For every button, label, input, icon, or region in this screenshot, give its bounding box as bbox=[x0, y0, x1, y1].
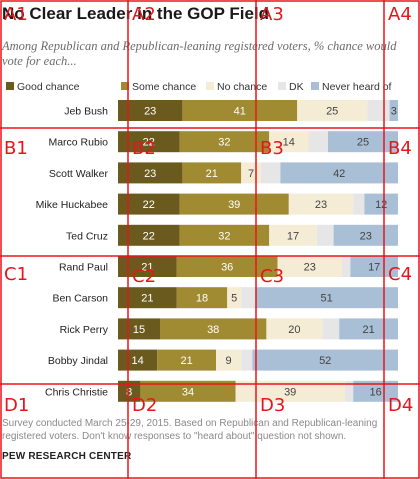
stacked-bar-chart: Jeb Bush 23 41 25 3 Marco Rubio 22 32 14 25 Scott … bbox=[36, 100, 398, 402]
data-label-ben-carson-good-chance: 21 bbox=[141, 293, 153, 305]
data-label-jeb-bush-good-chance: 23 bbox=[144, 106, 156, 118]
legend-item-never-heard-of: Never heard of bbox=[311, 81, 391, 93]
legend-swatch-good-chance bbox=[6, 82, 14, 90]
data-label-scott-walker-some-chance: 21 bbox=[206, 168, 218, 180]
data-label-bobby-jindal-good-chance: 14 bbox=[131, 355, 143, 367]
bar-scott-walker-dk bbox=[260, 162, 281, 184]
category-label-ben-carson: Ben Carson bbox=[53, 293, 109, 305]
data-label-chris-christie-never-heard-of: 16 bbox=[369, 386, 381, 398]
data-label-rick-perry-never-heard-of: 21 bbox=[362, 324, 374, 336]
data-label-ted-cruz-no-chance: 17 bbox=[287, 230, 299, 242]
data-label-mike-huckabee-no-chance: 23 bbox=[315, 199, 327, 211]
legend-item-good-chance: Good chance bbox=[6, 81, 79, 93]
legend-swatch-dk bbox=[278, 82, 286, 90]
data-label-ben-carson-no-chance: 5 bbox=[231, 293, 237, 305]
legend-item-some-chance: Some chance bbox=[121, 81, 196, 93]
legend-label-dk: DK bbox=[289, 81, 304, 93]
data-label-bobby-jindal-some-chance: 21 bbox=[180, 355, 192, 367]
data-label-ted-cruz-never-heard-of: 23 bbox=[360, 230, 372, 242]
chart-subtitle: Among Republican and Republican-leaning … bbox=[2, 39, 397, 68]
legend-label-never-heard-of: Never heard of bbox=[322, 81, 392, 93]
chart-title: No Clear Leader in the GOP Field bbox=[2, 4, 270, 23]
bar-mike-huckabee-dk bbox=[353, 193, 365, 215]
data-label-marco-rubio-no-chance: 14 bbox=[283, 137, 295, 149]
data-label-marco-rubio-never-heard-of: 25 bbox=[357, 137, 369, 149]
data-label-mike-huckabee-some-chance: 39 bbox=[228, 199, 240, 211]
data-label-rand-paul-never-heard-of: 17 bbox=[368, 262, 380, 274]
data-label-ted-cruz-some-chance: 32 bbox=[218, 230, 230, 242]
data-label-scott-walker-no-chance: 7 bbox=[248, 168, 254, 180]
data-label-chris-christie-no-chance: 39 bbox=[284, 386, 296, 398]
category-label-bobby-jindal: Bobby Jindal bbox=[48, 355, 108, 367]
data-label-bobby-jindal-no-chance: 9 bbox=[226, 355, 232, 367]
data-label-jeb-bush-never-heard-of: 3 bbox=[391, 106, 397, 118]
data-label-chris-christie-good-chance: 8 bbox=[126, 386, 132, 398]
legend-item-dk: DK bbox=[278, 81, 304, 93]
bar-rick-perry-dk bbox=[322, 318, 340, 340]
bar-ben-carson-dk bbox=[241, 287, 256, 309]
data-label-jeb-bush-some-chance: 41 bbox=[234, 106, 246, 118]
bar-ted-cruz-dk bbox=[316, 224, 334, 246]
legend-label-some-chance: Some chance bbox=[132, 81, 197, 93]
category-label-jeb-bush: Jeb Bush bbox=[64, 106, 108, 118]
data-label-mike-huckabee-never-heard-of: 12 bbox=[375, 199, 387, 211]
legend-label-good-chance: Good chance bbox=[17, 81, 80, 93]
category-label-mike-huckabee: Mike Huckabee bbox=[36, 199, 109, 211]
data-label-marco-rubio-some-chance: 32 bbox=[218, 137, 230, 149]
data-label-ted-cruz-good-chance: 22 bbox=[143, 230, 155, 242]
data-label-jeb-bush-no-chance: 25 bbox=[326, 106, 338, 118]
data-label-rick-perry-good-chance: 15 bbox=[133, 324, 145, 336]
category-label-rand-paul: Rand Paul bbox=[59, 262, 108, 274]
legend-label-no-chance: No chance bbox=[217, 81, 268, 93]
data-label-marco-rubio-good-chance: 22 bbox=[143, 137, 155, 149]
data-label-chris-christie-some-chance: 34 bbox=[182, 386, 194, 398]
legend-swatch-never-heard-of bbox=[311, 82, 319, 90]
legend-swatch-some-chance bbox=[121, 82, 129, 90]
bar-marco-rubio-dk bbox=[308, 131, 328, 153]
bar-chris-christie-dk bbox=[344, 380, 354, 402]
data-label-ben-carson-never-heard-of: 51 bbox=[320, 293, 332, 305]
source-credit: PEW RESEARCH CENTER bbox=[2, 451, 132, 462]
data-label-rand-paul-no-chance: 23 bbox=[304, 262, 316, 274]
data-label-rand-paul-some-chance: 36 bbox=[221, 262, 233, 274]
category-label-marco-rubio: Marco Rubio bbox=[48, 137, 108, 149]
footnote: Survey conducted March 25-29, 2015. Base… bbox=[2, 418, 378, 442]
bar-rand-paul-dk bbox=[342, 256, 351, 277]
bar-jeb-bush-dk bbox=[367, 100, 390, 121]
legend-item-no-chance: No chance bbox=[206, 81, 267, 93]
data-label-scott-walker-good-chance: 23 bbox=[144, 168, 156, 180]
category-label-ted-cruz: Ted Cruz bbox=[66, 230, 108, 242]
data-label-rick-perry-no-chance: 20 bbox=[288, 324, 300, 336]
data-label-bobby-jindal-never-heard-of: 52 bbox=[319, 355, 331, 367]
data-label-rand-paul-good-chance: 21 bbox=[141, 262, 153, 274]
category-label-scott-walker: Scott Walker bbox=[49, 168, 109, 180]
data-label-ben-carson-some-chance: 18 bbox=[196, 293, 208, 305]
data-label-mike-huckabee-good-chance: 22 bbox=[143, 199, 155, 211]
category-label-rick-perry: Rick Perry bbox=[60, 324, 109, 336]
bar-bobby-jindal-dk bbox=[241, 349, 253, 371]
chart-legend: Good chance Some chance No chance DK Nev… bbox=[0, 81, 420, 95]
data-label-scott-walker-never-heard-of: 42 bbox=[333, 168, 345, 180]
category-label-chris-christie: Chris Christie bbox=[45, 386, 108, 398]
data-label-rick-perry-some-chance: 38 bbox=[207, 324, 219, 336]
legend-swatch-no-chance bbox=[206, 82, 214, 90]
